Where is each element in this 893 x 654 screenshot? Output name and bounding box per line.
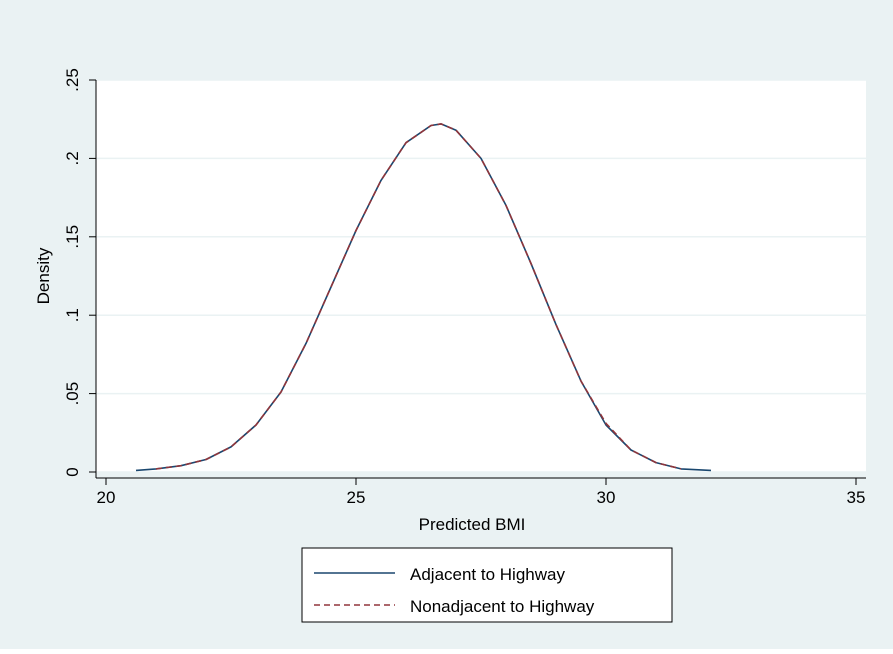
y-axis-ticks: 0 .05 .1 .15 .2 .25: [63, 68, 96, 477]
x-tick-label-2: 30: [597, 488, 616, 507]
x-tick-label-0: 20: [97, 488, 116, 507]
y-tick-label-1: .05: [63, 382, 82, 406]
legend-label-adjacent: Adjacent to Highway: [410, 565, 565, 584]
legend-box: [301, 547, 673, 623]
legend: Adjacent to Highway Nonadjacent to Highw…: [301, 547, 673, 623]
gridlines: [96, 79, 866, 473]
x-tick-label-1: 25: [347, 488, 366, 507]
x-tick-label-3: 35: [847, 488, 866, 507]
y-axis-label: Density: [34, 247, 53, 304]
y-tick-label-4: .2: [63, 151, 82, 165]
y-tick-label-5: .25: [63, 68, 82, 92]
series-lines: [135, 123, 712, 472]
plot-area-background: [96, 80, 866, 472]
x-axis-ticks: 20 25 30 35: [97, 478, 866, 507]
axes: [95, 80, 866, 479]
legend-label-nonadjacent: Nonadjacent to Highway: [410, 597, 595, 616]
x-axis-label: Predicted BMI: [419, 515, 526, 534]
y-tick-label-3: .15: [63, 225, 82, 249]
y-tick-label-0: 0: [63, 467, 82, 476]
series-line-nonadjacent: [155, 123, 682, 470]
y-tick-label-2: .1: [63, 308, 82, 322]
